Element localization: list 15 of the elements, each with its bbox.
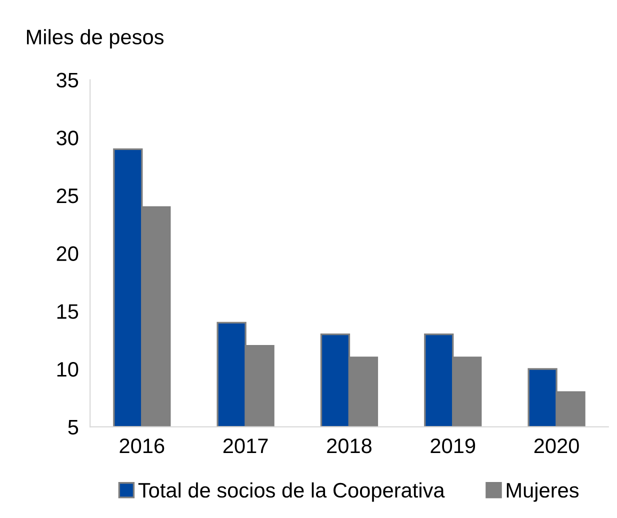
x-tick-label: 2017 [223, 438, 268, 454]
y-axis-title: Miles de pesos [27, 29, 164, 49]
legend-label: Total de socios de la Cooperativa [138, 482, 445, 502]
x-tick-label: 2018 [327, 438, 372, 454]
y-tick-label: 15 [57, 304, 78, 319]
y-tick-label: 20 [56, 246, 78, 262]
y-tick-label: 10 [57, 362, 78, 377]
x-tick-label: 2020 [534, 438, 579, 454]
y-tick-label: 25 [56, 188, 78, 204]
legend-label: Mujeres [506, 482, 579, 502]
x-tick-label: 2016 [120, 438, 164, 454]
y-tick-label: 30 [56, 130, 78, 146]
x-tick-label: 2019 [430, 438, 476, 454]
y-tick-label: 5 [68, 420, 78, 435]
y-tick-label: 35 [56, 72, 78, 88]
